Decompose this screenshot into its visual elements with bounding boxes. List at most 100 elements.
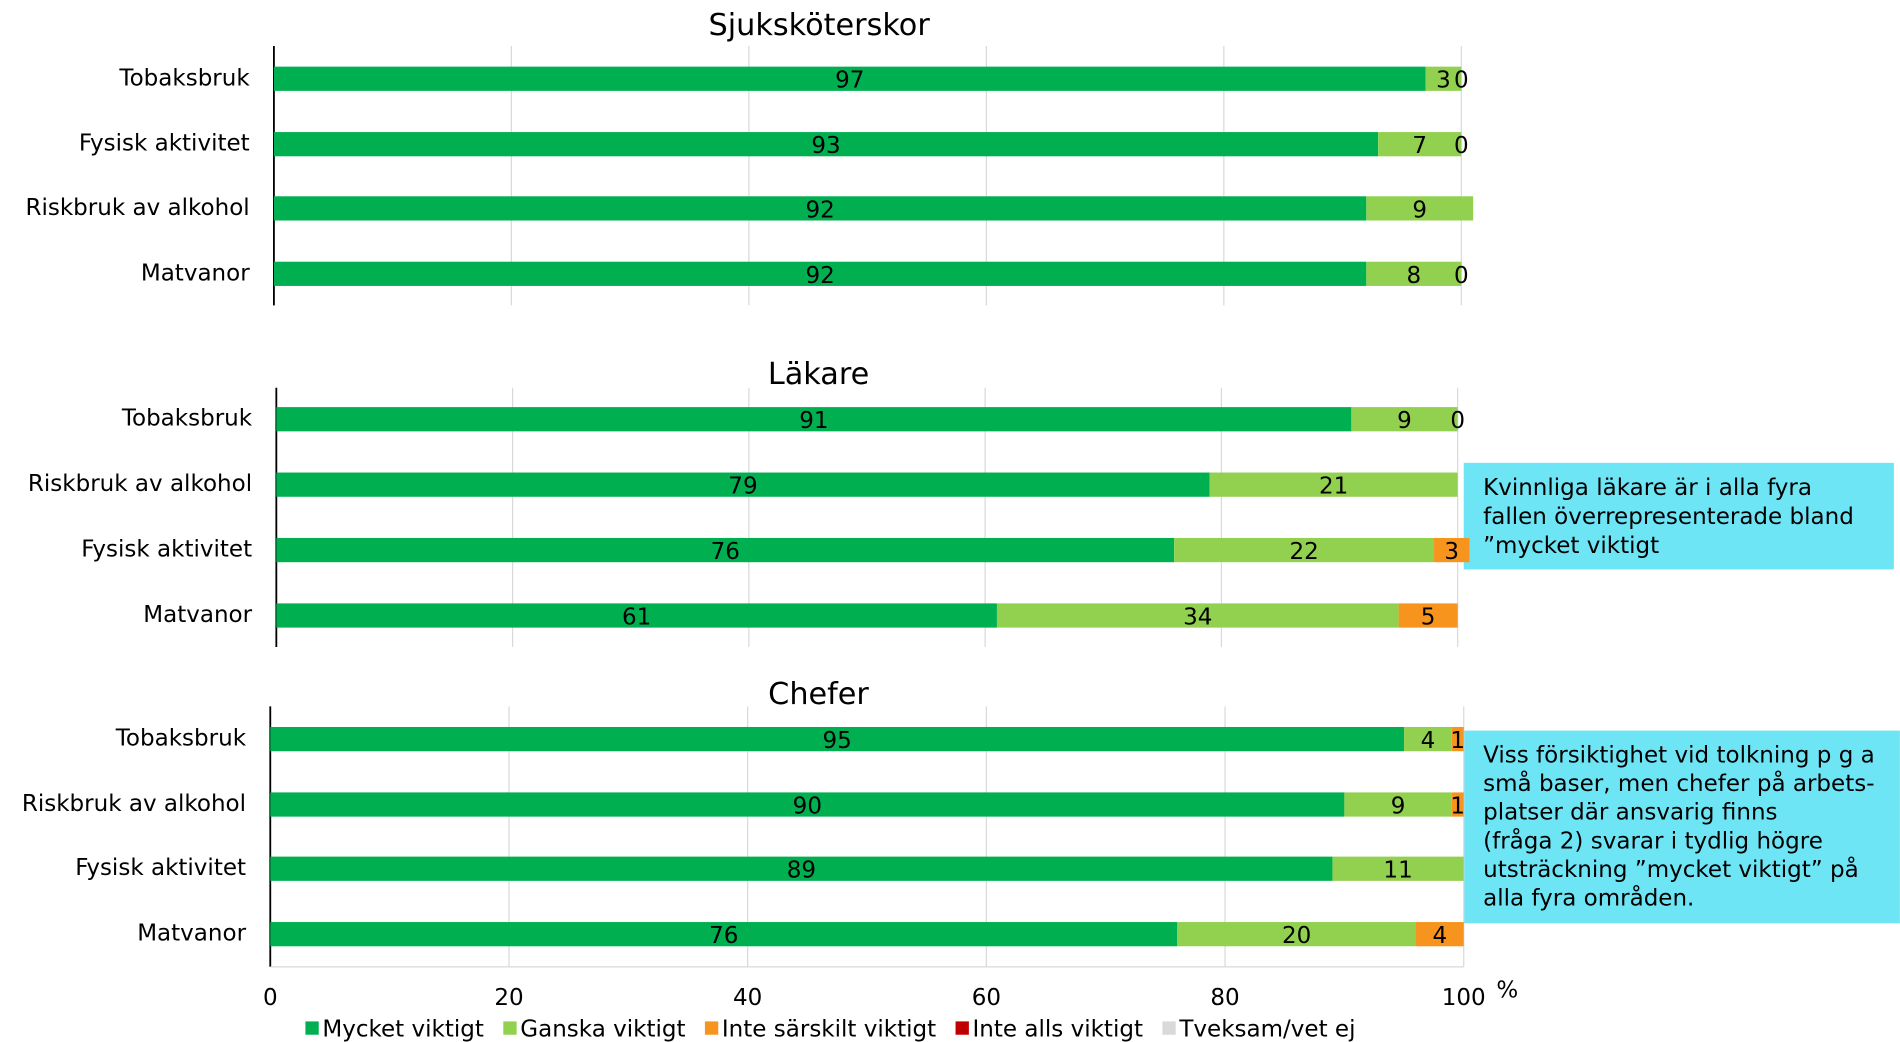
annotation-line: små baser, men chefer på arbets- <box>1483 769 1874 797</box>
x-tick-label: 40 <box>733 985 762 1011</box>
bar-segment <box>270 792 1345 817</box>
value-label: 76 <box>709 923 738 949</box>
bar-segment <box>1344 792 1452 817</box>
annotation-line: utsträckning ”mycket viktigt” på <box>1483 855 1859 883</box>
bar-segment <box>1434 537 1470 563</box>
value-label: 3 <box>1436 68 1451 94</box>
bar-segment <box>270 922 1178 947</box>
x-tick-label: 0 <box>263 985 278 1011</box>
bar-segment <box>1425 66 1462 91</box>
value-label: 92 <box>805 263 834 289</box>
bar-segment <box>270 856 1333 881</box>
bar-segment <box>1174 537 1435 563</box>
legend-swatch <box>503 1021 517 1035</box>
value-label: 5 <box>1421 604 1436 630</box>
chart-title: Läkare <box>768 357 869 392</box>
category-label: Riskbruk av alkohol <box>22 791 246 817</box>
legend-label: Mycket viktigt <box>322 1016 484 1042</box>
annotation-line: alla fyra områden. <box>1483 884 1694 912</box>
value-label: 21 <box>1319 474 1348 500</box>
chart-title: Sjuksköterskor <box>708 8 930 43</box>
value-label: 61 <box>622 604 651 630</box>
bar-segment <box>1177 922 1416 947</box>
legend-swatch <box>1162 1021 1176 1035</box>
category-label: Tobaksbruk <box>118 65 250 91</box>
bar-segment <box>1415 922 1464 947</box>
value-label: 34 <box>1183 604 1212 630</box>
value-label: 11 <box>1383 858 1412 884</box>
value-label: 9 <box>1391 793 1406 819</box>
value-label: 90 <box>793 793 822 819</box>
bar-segment <box>276 603 997 628</box>
value-label: 93 <box>811 133 840 159</box>
value-label: 1 <box>1450 793 1465 819</box>
value-label: 0 <box>1454 68 1469 94</box>
value-label: 22 <box>1289 539 1318 565</box>
bar-segment <box>276 472 1210 497</box>
value-label: 4 <box>1421 728 1436 754</box>
x-tick-label: 80 <box>1210 985 1239 1011</box>
bar-segment <box>1451 792 1464 817</box>
bar-segment <box>1404 726 1452 752</box>
annotation-box <box>1463 730 1900 924</box>
category-label: Tobaksbruk <box>115 726 247 752</box>
value-label: 9 <box>1397 408 1412 434</box>
legend-label: Ganska viktigt <box>520 1016 685 1042</box>
x-tick-label: 20 <box>494 985 523 1011</box>
x-tick-label: 100 <box>1442 985 1486 1011</box>
bar-segment <box>1398 603 1458 628</box>
value-label: 89 <box>787 858 816 884</box>
x-axis-label: % <box>1496 978 1518 1004</box>
bar-segment <box>1378 132 1462 157</box>
annotation-line: Kvinnliga läkare är i alla fyra <box>1483 475 1812 501</box>
category-label: Riskbruk av alkohol <box>25 195 249 221</box>
x-tick-label: 60 <box>972 985 1001 1011</box>
bar-segment <box>1366 261 1462 286</box>
annotation-line: ”mycket viktigt <box>1483 533 1659 559</box>
value-label: 76 <box>711 539 740 565</box>
category-label: Fysisk aktivitet <box>81 537 252 563</box>
legend-label: Inte alls viktigt <box>973 1016 1143 1042</box>
value-label: 79 <box>728 474 757 500</box>
value-label: 97 <box>835 68 864 94</box>
value-label: 7 <box>1412 133 1427 159</box>
value-label: 0 <box>1454 263 1469 289</box>
bar-segment <box>273 132 1379 157</box>
bar-segment <box>1209 472 1458 497</box>
value-label: 9 <box>1412 197 1427 223</box>
bar-segment <box>1451 726 1464 752</box>
bar-segment <box>1332 856 1464 881</box>
category-label: Fysisk aktivitet <box>79 131 250 157</box>
value-label: 8 <box>1406 263 1421 289</box>
value-label: 20 <box>1282 923 1311 949</box>
bar-segment <box>1351 407 1458 432</box>
bar-segment <box>273 196 1367 221</box>
chart-title: Chefer <box>768 677 869 712</box>
bar-segment <box>276 537 1175 563</box>
legend-swatch <box>704 1021 719 1035</box>
category-label: Matvanor <box>143 602 252 628</box>
bar-segment <box>270 726 1405 752</box>
annotation-box <box>1463 462 1894 570</box>
annotation-line: fallen överrepresenterade bland <box>1483 504 1854 530</box>
annotation-line: platser där ansvarig finns <box>1483 800 1777 826</box>
category-label: Fysisk aktivitet <box>75 855 246 881</box>
category-label: Tobaksbruk <box>121 406 253 432</box>
bar-segment <box>1366 196 1474 221</box>
legend-label: Tveksam/vet ej <box>1178 1016 1355 1042</box>
value-label: 0 <box>1450 408 1465 434</box>
category-label: Riskbruk av alkohol <box>28 471 252 497</box>
value-label: 92 <box>805 197 834 223</box>
category-label: Matvanor <box>137 921 246 947</box>
legend-swatch <box>955 1021 969 1035</box>
annotation-line: (fråga 2) svarar i tydlig högre <box>1483 826 1823 854</box>
annotation-line: Viss försiktighet vid tolkning p g a <box>1483 743 1875 769</box>
legend-swatch <box>305 1021 319 1035</box>
bar-segment <box>273 66 1426 91</box>
bar-segment <box>996 603 1399 628</box>
bar-segment <box>273 261 1367 286</box>
value-label: 1 <box>1450 728 1465 754</box>
category-label: Matvanor <box>141 260 250 286</box>
value-label: 4 <box>1433 923 1448 949</box>
